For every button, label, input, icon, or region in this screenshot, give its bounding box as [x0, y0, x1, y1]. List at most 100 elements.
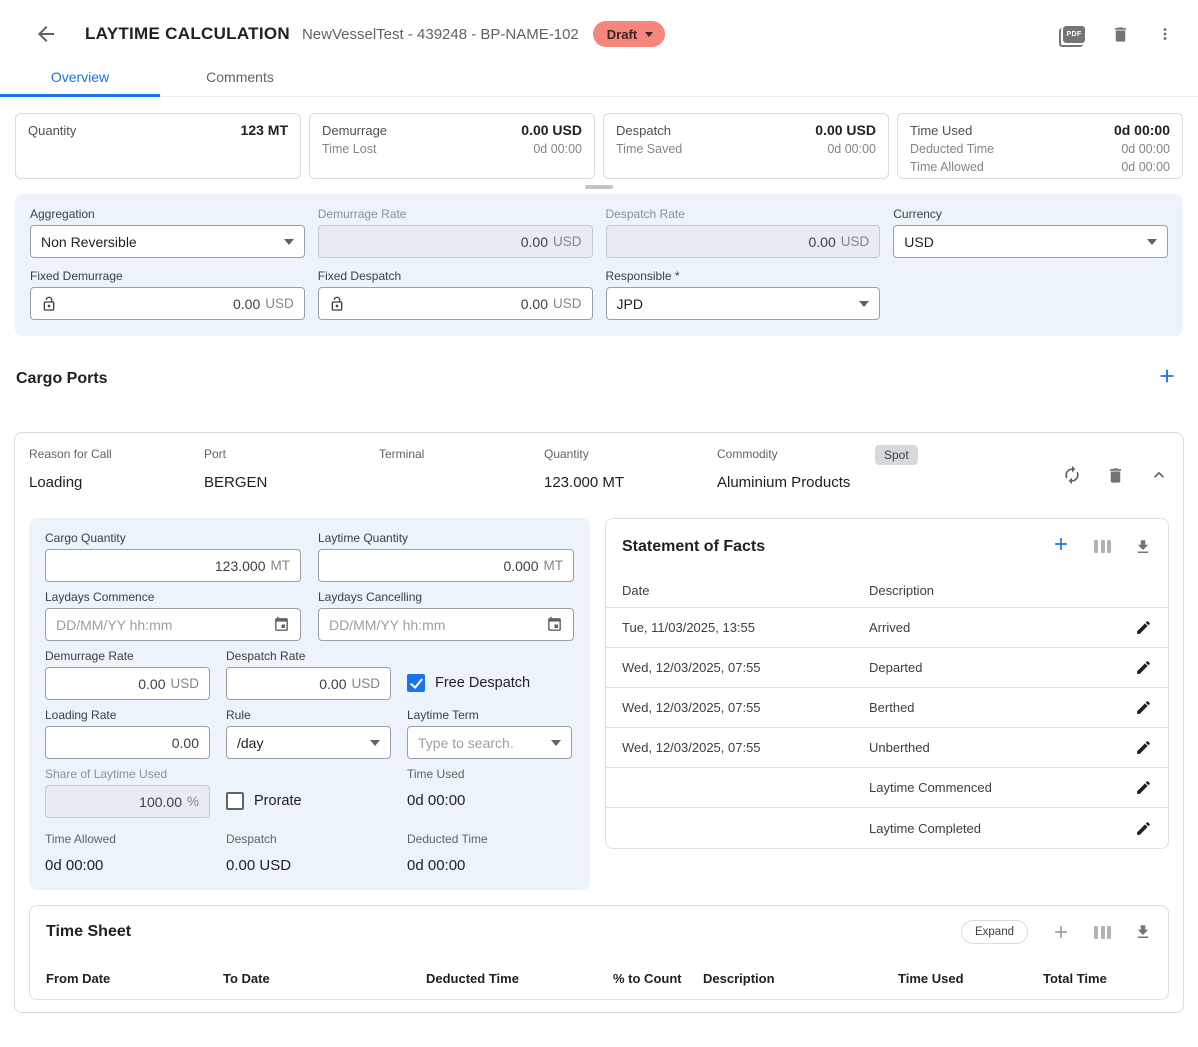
loading-rate-input[interactable]: 0.00	[45, 726, 210, 759]
time-allowed-label: Time Allowed	[910, 160, 984, 174]
rule-select[interactable]: /day	[226, 726, 391, 759]
edit-icon[interactable]	[1135, 699, 1152, 716]
port-despatch-value: 0.00 USD	[226, 857, 292, 874]
port-card-header: Reason for Call Loading Port BERGEN Term…	[29, 445, 1169, 491]
free-despatch-label: Free Despatch	[435, 675, 531, 691]
download-icon[interactable]	[1134, 923, 1152, 941]
edit-icon[interactable]	[1135, 820, 1152, 837]
despatch-card-value: 0.00 USD	[815, 122, 876, 138]
despatch-card-label: Despatch	[616, 123, 671, 138]
aggregation-label: Aggregation	[30, 207, 95, 221]
share-of-laytime-label: Share of Laytime Used	[45, 767, 168, 781]
cargo-quantity-input[interactable]: 123.000 MT	[45, 549, 301, 582]
chevron-down-icon	[1147, 238, 1157, 245]
app-header: LAYTIME CALCULATION NewVesselTest - 4392…	[0, 0, 1198, 50]
laytime-term-select[interactable]	[407, 726, 572, 759]
laytime-term-search-input[interactable]	[418, 734, 545, 751]
currency-field-group: Currency USD	[893, 207, 1168, 258]
terminal-label: Terminal	[379, 447, 425, 461]
port-time-allowed-value: 0d 00:00	[45, 857, 104, 874]
more-options-button[interactable]	[1156, 25, 1174, 43]
laytime-quantity-unit: MT	[543, 558, 564, 573]
deducted-time-label: Deducted Time	[910, 142, 995, 156]
fixed-despatch-field-group: Fixed Despatch 0.00 USD	[317, 269, 593, 320]
laydays-commence-input[interactable]	[45, 608, 301, 641]
chevron-down-icon	[283, 238, 294, 245]
share-of-laytime-field-group: Share of Laytime Used 100.00 %	[45, 767, 210, 818]
port-card-actions	[1062, 465, 1169, 485]
table-row: Tue, 11/03/2025, 13:55 Arrived	[606, 608, 1168, 648]
lock-open-icon[interactable]	[41, 296, 57, 312]
time-saved-value: 0d 00:00	[827, 142, 876, 156]
port-despatch-rate-input[interactable]: 0.00 USD	[226, 667, 391, 700]
delete-button[interactable]	[1111, 25, 1130, 44]
share-of-laytime-value: 100.00	[139, 793, 182, 810]
fixed-despatch-input[interactable]: 0.00 USD	[317, 287, 593, 320]
prorate-field-group: Prorate	[226, 767, 391, 818]
chevron-down-icon	[370, 739, 380, 746]
add-sof-row-button[interactable]	[1051, 534, 1071, 559]
lock-open-icon[interactable]	[329, 296, 345, 312]
port-demurrage-rate-input[interactable]: 0.00 USD	[45, 667, 210, 700]
reason-for-call-value: Loading	[29, 474, 83, 491]
export-pdf-button[interactable]: PDF	[1059, 25, 1085, 47]
share-of-laytime-input: 100.00 %	[45, 785, 210, 818]
sof-toolbar	[1051, 534, 1152, 559]
columns-icon[interactable]	[1094, 925, 1111, 939]
edit-icon[interactable]	[1135, 779, 1152, 796]
edit-icon[interactable]	[1135, 619, 1152, 636]
edit-icon[interactable]	[1135, 659, 1152, 676]
calendar-icon[interactable]	[273, 616, 290, 633]
calendar-icon[interactable]	[546, 616, 563, 633]
time-sheet-title: Time Sheet	[46, 923, 132, 940]
responsible-select[interactable]: JPD	[605, 287, 881, 320]
demurrage-rate-label: Demurrage Rate	[317, 207, 407, 221]
cargo-ports-header: Cargo Ports	[16, 365, 1178, 392]
expand-button[interactable]: Expand	[960, 920, 1028, 944]
status-badge[interactable]: Draft	[592, 21, 666, 47]
demurrage-rate-field-group: Demurrage Rate 0.00 USD	[317, 207, 593, 258]
port-demurrage-rate-unit: USD	[170, 676, 199, 691]
fixed-demurrage-input[interactable]: 0.00 USD	[30, 287, 305, 320]
port-despatch-rate-unit: USD	[351, 676, 380, 691]
tab-overview[interactable]: Overview	[0, 60, 160, 97]
collapse-port-button[interactable]	[1149, 465, 1169, 485]
time-saved-label: Time Saved	[616, 142, 683, 156]
port-card: Reason for Call Loading Port BERGEN Term…	[14, 432, 1184, 1013]
tab-bar: Overview Comments	[0, 60, 1198, 97]
laydays-commence-text-input[interactable]	[56, 616, 273, 633]
sync-icon[interactable]	[1062, 465, 1082, 485]
demurrage-card: Demurrage 0.00 USD Time Lost 0d 00:00	[309, 113, 595, 179]
columns-icon[interactable]	[1094, 540, 1111, 553]
terminal-column: Terminal	[379, 447, 544, 474]
port-time-used-stat: Time Used 0d 00:00	[407, 767, 574, 818]
time-sheet-toolbar: Expand	[960, 920, 1152, 944]
sof-row-date: Wed, 12/03/2025, 07:55	[622, 700, 761, 715]
currency-select[interactable]: USD	[893, 225, 1168, 258]
laydays-cancelling-text-input[interactable]	[329, 616, 546, 633]
aggregation-select[interactable]: Non Reversible	[30, 225, 305, 258]
delete-port-button[interactable]	[1106, 466, 1125, 485]
add-port-button[interactable]	[1156, 365, 1178, 392]
back-arrow-icon[interactable]	[34, 22, 58, 46]
demurrage-rate-input: 0.00 USD	[317, 225, 593, 258]
port-demurrage-rate-value: 0.00	[138, 675, 166, 692]
free-despatch-checkbox[interactable]	[407, 674, 425, 692]
panel-resize-handle[interactable]	[585, 185, 613, 189]
laydays-cancelling-input[interactable]	[318, 608, 574, 641]
laytime-quantity-input[interactable]: 0.000 MT	[318, 549, 574, 582]
currency-label: Currency	[893, 207, 942, 221]
header-actions: PDF	[1059, 25, 1174, 47]
sof-table-header: Date Description	[606, 569, 1168, 608]
sof-col-date: Date	[622, 583, 650, 598]
time-used-card-value: 0d 00:00	[1113, 122, 1170, 138]
prorate-checkbox[interactable]	[226, 792, 244, 810]
edit-icon[interactable]	[1135, 739, 1152, 756]
rule-field-group: Rule /day	[226, 708, 391, 759]
download-icon[interactable]	[1134, 538, 1152, 556]
demurrage-card-value: 0.00 USD	[521, 122, 582, 138]
add-time-sheet-row-button[interactable]	[1051, 922, 1071, 942]
port-column: Port BERGEN	[204, 447, 379, 491]
tab-comments[interactable]: Comments	[206, 69, 274, 85]
cargo-quantity-value: 123.000	[214, 557, 266, 574]
